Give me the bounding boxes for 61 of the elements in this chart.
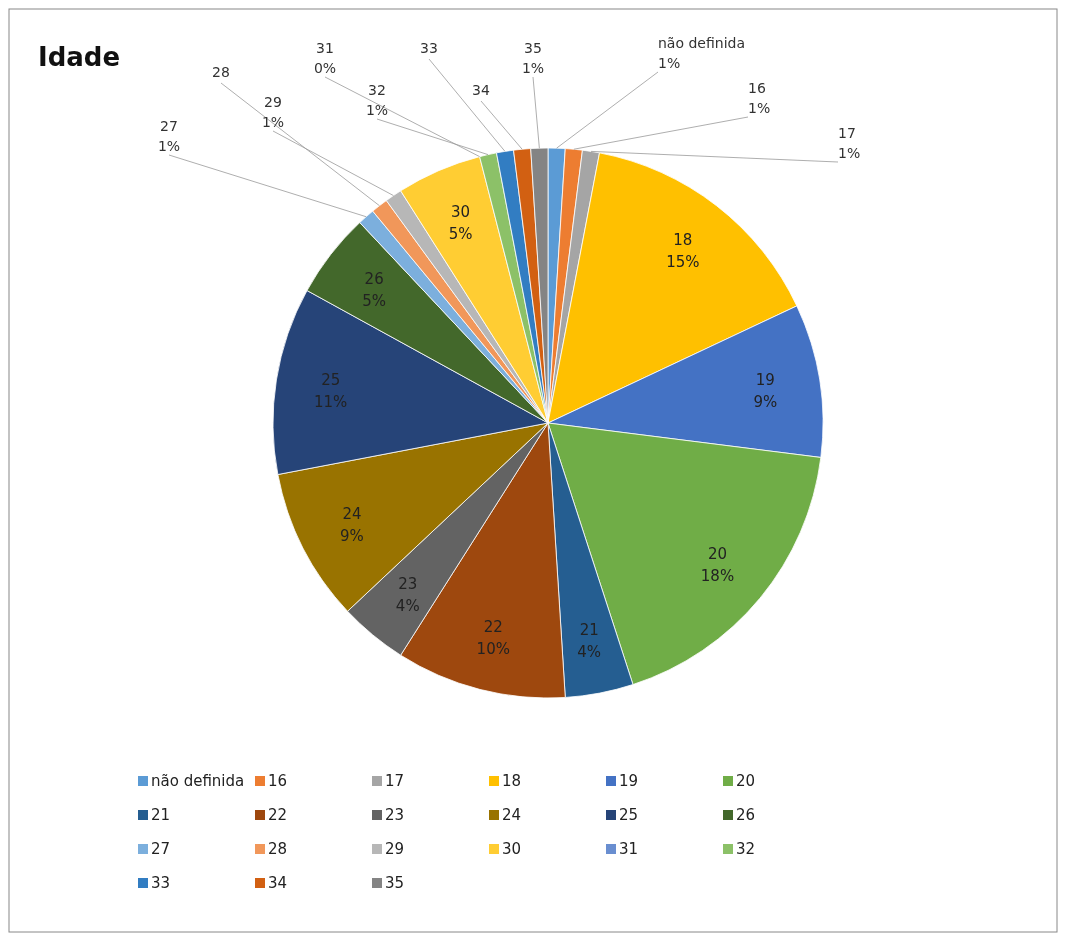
legend-label: 33 [151,874,171,892]
legend-label: 23 [385,806,405,824]
data-label: 4% [577,643,602,662]
category-label: 31 [316,40,334,56]
legend-label: 26 [736,806,756,824]
data-label: 1% [261,114,285,130]
slice-label: 25 [321,370,341,389]
data-label: 4% [395,596,420,615]
slice-label: 18 [673,231,693,250]
data-label: 9% [340,526,364,545]
legend-label: 16 [268,772,288,790]
text: 0% [313,60,337,76]
data-label: 18% [700,567,735,586]
slice-label: 35 [524,40,542,56]
slice-label: 34 [472,82,490,98]
data-label: 1% [748,100,771,116]
legend-label: 35 [385,874,405,892]
legend-label: 18 [502,772,522,790]
data-label: 1% [658,55,681,71]
data-label: 1% [838,145,861,161]
legend-label: 22 [268,806,288,824]
slice-label: 28 [212,64,230,80]
slice-label: 32 [368,82,386,98]
legend-label: 21 [151,806,171,824]
slice-label: não definida [658,35,746,51]
data-label: 15% [666,253,700,272]
data-label: 5% [362,292,387,311]
chart-title: Idade [38,42,121,72]
data-label: 1% [521,60,545,76]
legend-label: 17 [385,772,405,790]
legend-label: 34 [268,874,288,892]
data-label: 9% [753,392,778,411]
legend-label: 20 [736,772,756,790]
legend-label: 19 [619,772,639,790]
slice-label: 19 [755,370,775,389]
slice-label: 33 [420,40,438,56]
legend-label: 24 [502,806,522,824]
legend-label: 30 [502,840,522,858]
slice-label: 16 [748,80,766,96]
slice-label: 21 [579,621,599,640]
data-label: 5% [448,225,473,244]
data-label: 11% [314,392,348,411]
data-label: 10% [476,640,510,659]
slice-label: 22 [483,618,503,637]
legend-label: 32 [736,840,756,858]
legend-label: 29 [385,840,405,858]
slice-label: 30 [451,203,471,222]
legend-label: 25 [619,806,639,824]
slice-label: 26 [364,270,384,289]
legend-label: 27 [151,840,171,858]
legend-label: 28 [268,840,288,858]
slice-label: 20 [707,545,728,564]
slice-label: 24 [342,504,362,523]
data-label: 1% [365,102,389,118]
slice-label: 27 [160,118,178,134]
slice-label: 17 [838,125,856,141]
slice-label: 29 [264,94,282,110]
legend-label: não definida [151,772,245,790]
data-label: 1% [157,138,181,154]
slice-label: 23 [398,574,418,593]
legend-label: 31 [619,840,639,858]
